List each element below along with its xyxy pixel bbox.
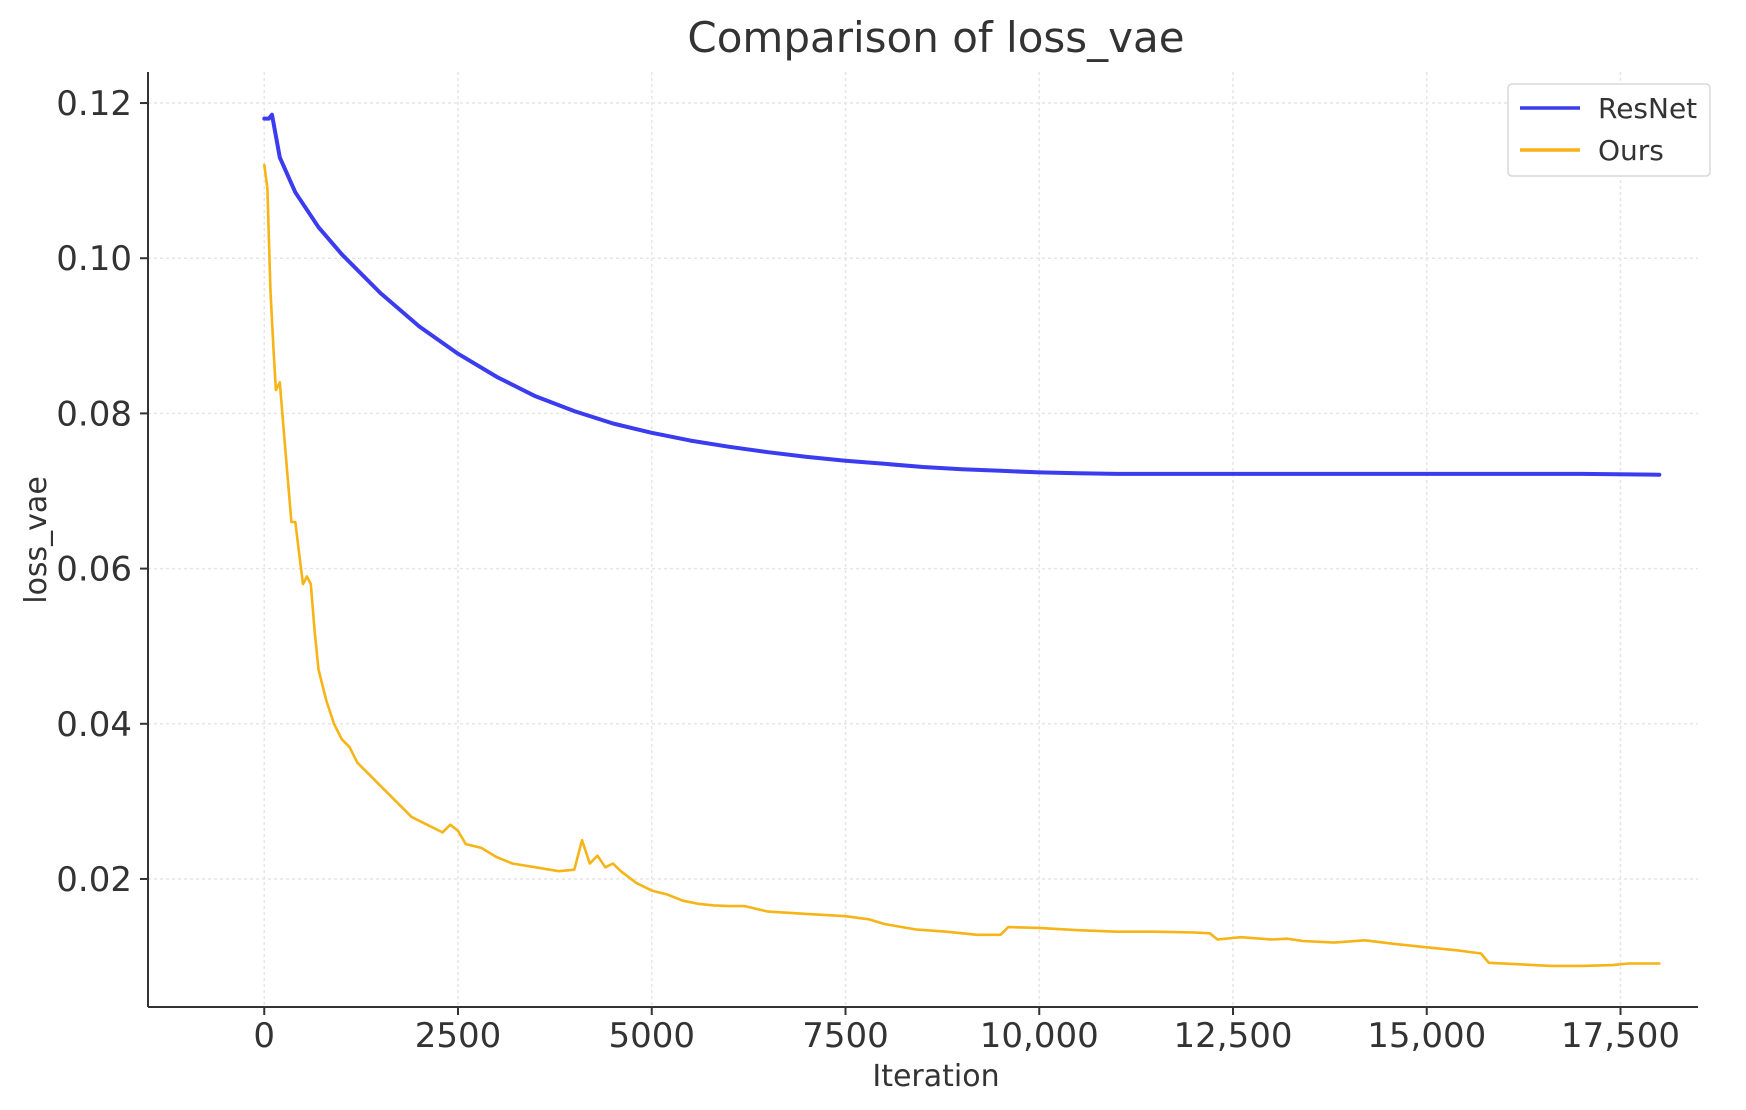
x-tick-label: 2500 <box>415 1016 502 1056</box>
y-tick-label: 0.10 <box>56 239 132 279</box>
x-tick-label: 10,000 <box>980 1016 1099 1056</box>
series-layer <box>262 112 1662 968</box>
x-tick-label: 0 <box>253 1016 275 1056</box>
ticks: 0 2500 5000 7500 10,000 12,500 15,000 17,500 0.0… <box>56 84 1680 1056</box>
y-axis-title: loss_vae <box>19 476 54 604</box>
series-line-resnet <box>262 112 1662 477</box>
y-tick-label: 0.08 <box>56 394 132 434</box>
y-tick-label: 0.04 <box>56 705 132 745</box>
y-tick-label: 0.02 <box>56 860 132 900</box>
x-tick-label: 17,500 <box>1561 1016 1680 1056</box>
x-tick-label: 15,000 <box>1367 1016 1486 1056</box>
x-axis-title: Iteration <box>872 1059 999 1094</box>
y-tick-label: 0.12 <box>56 84 132 124</box>
y-tick-label: 0.06 <box>56 550 132 590</box>
x-tick-label: 7500 <box>802 1016 889 1056</box>
legend-label-resnet: ResNet <box>1598 92 1697 125</box>
legend: ResNet Ours <box>1507 83 1711 177</box>
x-tick-label: 5000 <box>608 1016 695 1056</box>
series-line-ours <box>262 163 1661 968</box>
legend-label-ours: Ours <box>1598 134 1664 167</box>
chart-title: Comparison of loss_vae <box>687 13 1184 62</box>
axes <box>147 72 1698 1008</box>
x-tick-label: 12,500 <box>1174 1016 1293 1056</box>
grid <box>148 72 1698 1007</box>
